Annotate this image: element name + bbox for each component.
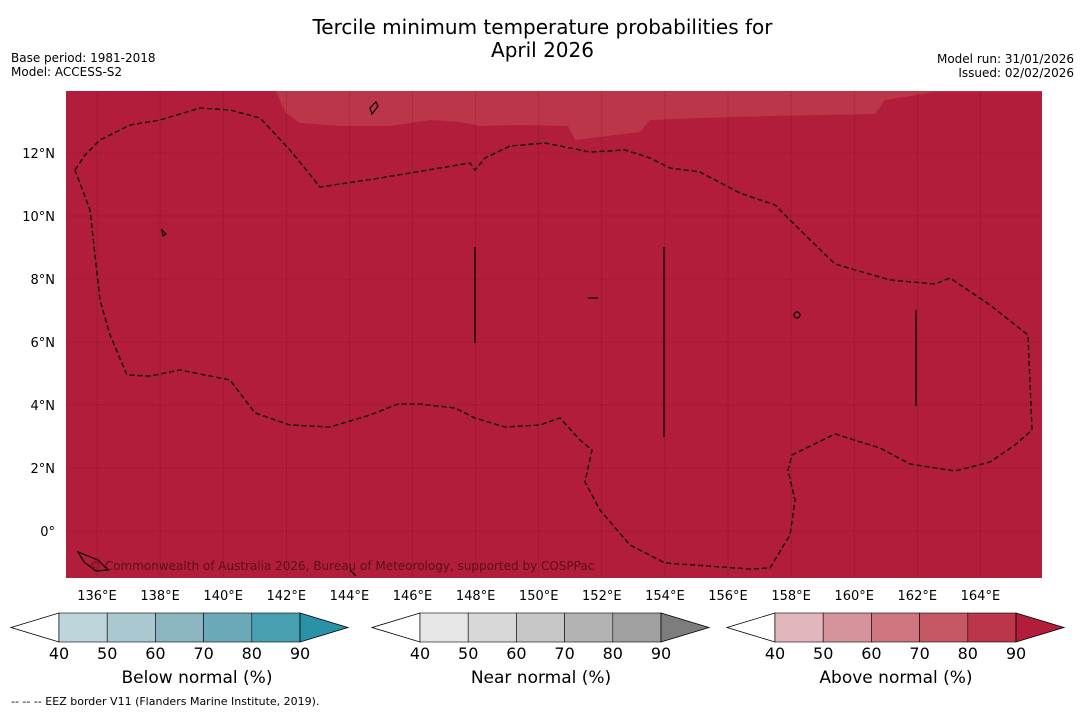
- colorbar-segment: [155, 612, 204, 643]
- lat-label: 6°N: [31, 336, 56, 351]
- colorbar-tick-label: 40: [410, 644, 430, 663]
- lon-label: 164°E: [961, 589, 1001, 604]
- lon-label: 156°E: [708, 589, 748, 604]
- lon-label: 144°E: [330, 589, 370, 604]
- colorbar-tick-label: 40: [49, 644, 69, 663]
- eez-border: [74, 107, 1033, 570]
- colorbar-tick-label: 70: [193, 644, 213, 663]
- colorbar: 40 50 60 70 80 90: [370, 612, 711, 663]
- colorbar-segment: [612, 612, 662, 643]
- colorbar-segment: [58, 612, 108, 643]
- lat-label: 4°N: [31, 399, 56, 414]
- colorbar-lower-extend: [725, 612, 776, 643]
- lon-label: 158°E: [771, 589, 811, 604]
- colorbar-tick-label: 70: [554, 644, 574, 663]
- base-period: Base period: 1981-2018: [11, 51, 156, 65]
- lon-label: 150°E: [519, 589, 559, 604]
- model-name: Model: ACCESS-S2: [11, 65, 123, 79]
- eez-footer: -- -- -- EEZ border V11 (Flanders Marine…: [11, 695, 320, 708]
- colorbar: 40 50 60 70 80 90: [725, 612, 1066, 663]
- colorbars: 40 50 60 70 80 90 40 50 60 70 80 90 40 50 60 70 80 90: [9, 612, 1066, 663]
- lon-label: 148°E: [456, 589, 496, 604]
- lat-label: 10°N: [22, 210, 55, 225]
- colorbar-segment: [871, 612, 920, 643]
- colorbar-lower-extend: [9, 612, 60, 643]
- below-normal-title: Below normal (%): [121, 668, 273, 688]
- chart-title: Tercile minimum temperature probabilitie…: [0, 16, 1085, 62]
- colorbar-tick-label: 80: [603, 644, 623, 663]
- colorbar-lower-extend: [370, 612, 421, 643]
- colorbar-tick-label: 40: [765, 644, 785, 663]
- meta-left: Base period: 1981-2018 Model: ACCESS-S2: [11, 51, 156, 79]
- colorbar-segment: [967, 612, 1017, 643]
- graticule: [66, 91, 1042, 578]
- title-line-1: Tercile minimum temperature probabilitie…: [312, 15, 773, 39]
- lon-label: 154°E: [645, 589, 685, 604]
- near-normal-title: Near normal (%): [470, 668, 612, 688]
- colorbar: 40 50 60 70 80 90: [9, 612, 350, 663]
- above-normal-title: Above normal (%): [819, 668, 973, 688]
- colorbar-segment: [774, 612, 824, 643]
- colorbar-tick-label: 50: [458, 644, 478, 663]
- colorbar-upper-extend: [1015, 612, 1066, 643]
- colorbar-tick-label: 80: [958, 644, 978, 663]
- lon-label: 152°E: [582, 589, 622, 604]
- lon-label: 146°E: [393, 589, 433, 604]
- colorbar-tick-label: 60: [145, 644, 165, 663]
- lat-label: 8°N: [31, 273, 56, 288]
- title-line-2: April 2026: [491, 38, 594, 62]
- latitude-labels: 12°N 10°N 8°N 6°N 4°N 2°N 0°: [22, 147, 55, 540]
- colorbar-tick-label: 50: [97, 644, 117, 663]
- lon-label: 162°E: [898, 589, 938, 604]
- map-area: © Commonwealth of Australia 2026, Bureau…: [66, 91, 1042, 578]
- colorbar-segment: [251, 612, 301, 643]
- lat-label: 12°N: [22, 147, 55, 162]
- lat-label: 2°N: [31, 462, 56, 477]
- colorbar-tick-label: 60: [861, 644, 881, 663]
- issued-date: Issued: 02/02/2026: [958, 66, 1074, 80]
- lon-label: 136°E: [77, 589, 117, 604]
- islands: [76, 100, 917, 577]
- colorbar-tick-label: 70: [909, 644, 929, 663]
- colorbar-tick-label: 60: [506, 644, 526, 663]
- colorbar-segment: [106, 612, 156, 643]
- colorbar-segment: [564, 612, 614, 643]
- colorbar-tick-label: 90: [290, 644, 310, 663]
- colorbar-segment: [822, 612, 872, 643]
- colorbar-segment: [419, 612, 469, 643]
- lon-label: 142°E: [267, 589, 307, 604]
- copyright-text: © Commonwealth of Australia 2026, Bureau…: [89, 559, 594, 573]
- lat-label: 0°: [40, 525, 55, 540]
- lon-label: 160°E: [834, 589, 874, 604]
- probability-field: [66, 91, 1042, 578]
- meta-right: Model run: 31/01/2026 Issued: 02/02/2026: [937, 52, 1074, 80]
- lon-label: 140°E: [203, 589, 243, 604]
- colorbar-tick-label: 50: [813, 644, 833, 663]
- colorbar-upper-extend: [299, 612, 350, 643]
- lon-label: 138°E: [140, 589, 180, 604]
- colorbar-segment: [467, 612, 517, 643]
- colorbar-tick-label: 90: [651, 644, 671, 663]
- longitude-labels: 136°E 138°E 140°E 142°E 144°E 146°E 148°E 150°E…: [77, 589, 1000, 604]
- colorbar-tick-label: 80: [242, 644, 262, 663]
- model-run: Model run: 31/01/2026: [936, 52, 1074, 66]
- colorbar-upper-extend: [660, 612, 711, 643]
- colorbar-segment: [919, 612, 969, 643]
- colorbar-tick-label: 90: [1006, 644, 1026, 663]
- colorbar-segment: [203, 612, 253, 643]
- colorbar-segment: [516, 612, 565, 643]
- higher-probability-region: [276, 91, 1042, 140]
